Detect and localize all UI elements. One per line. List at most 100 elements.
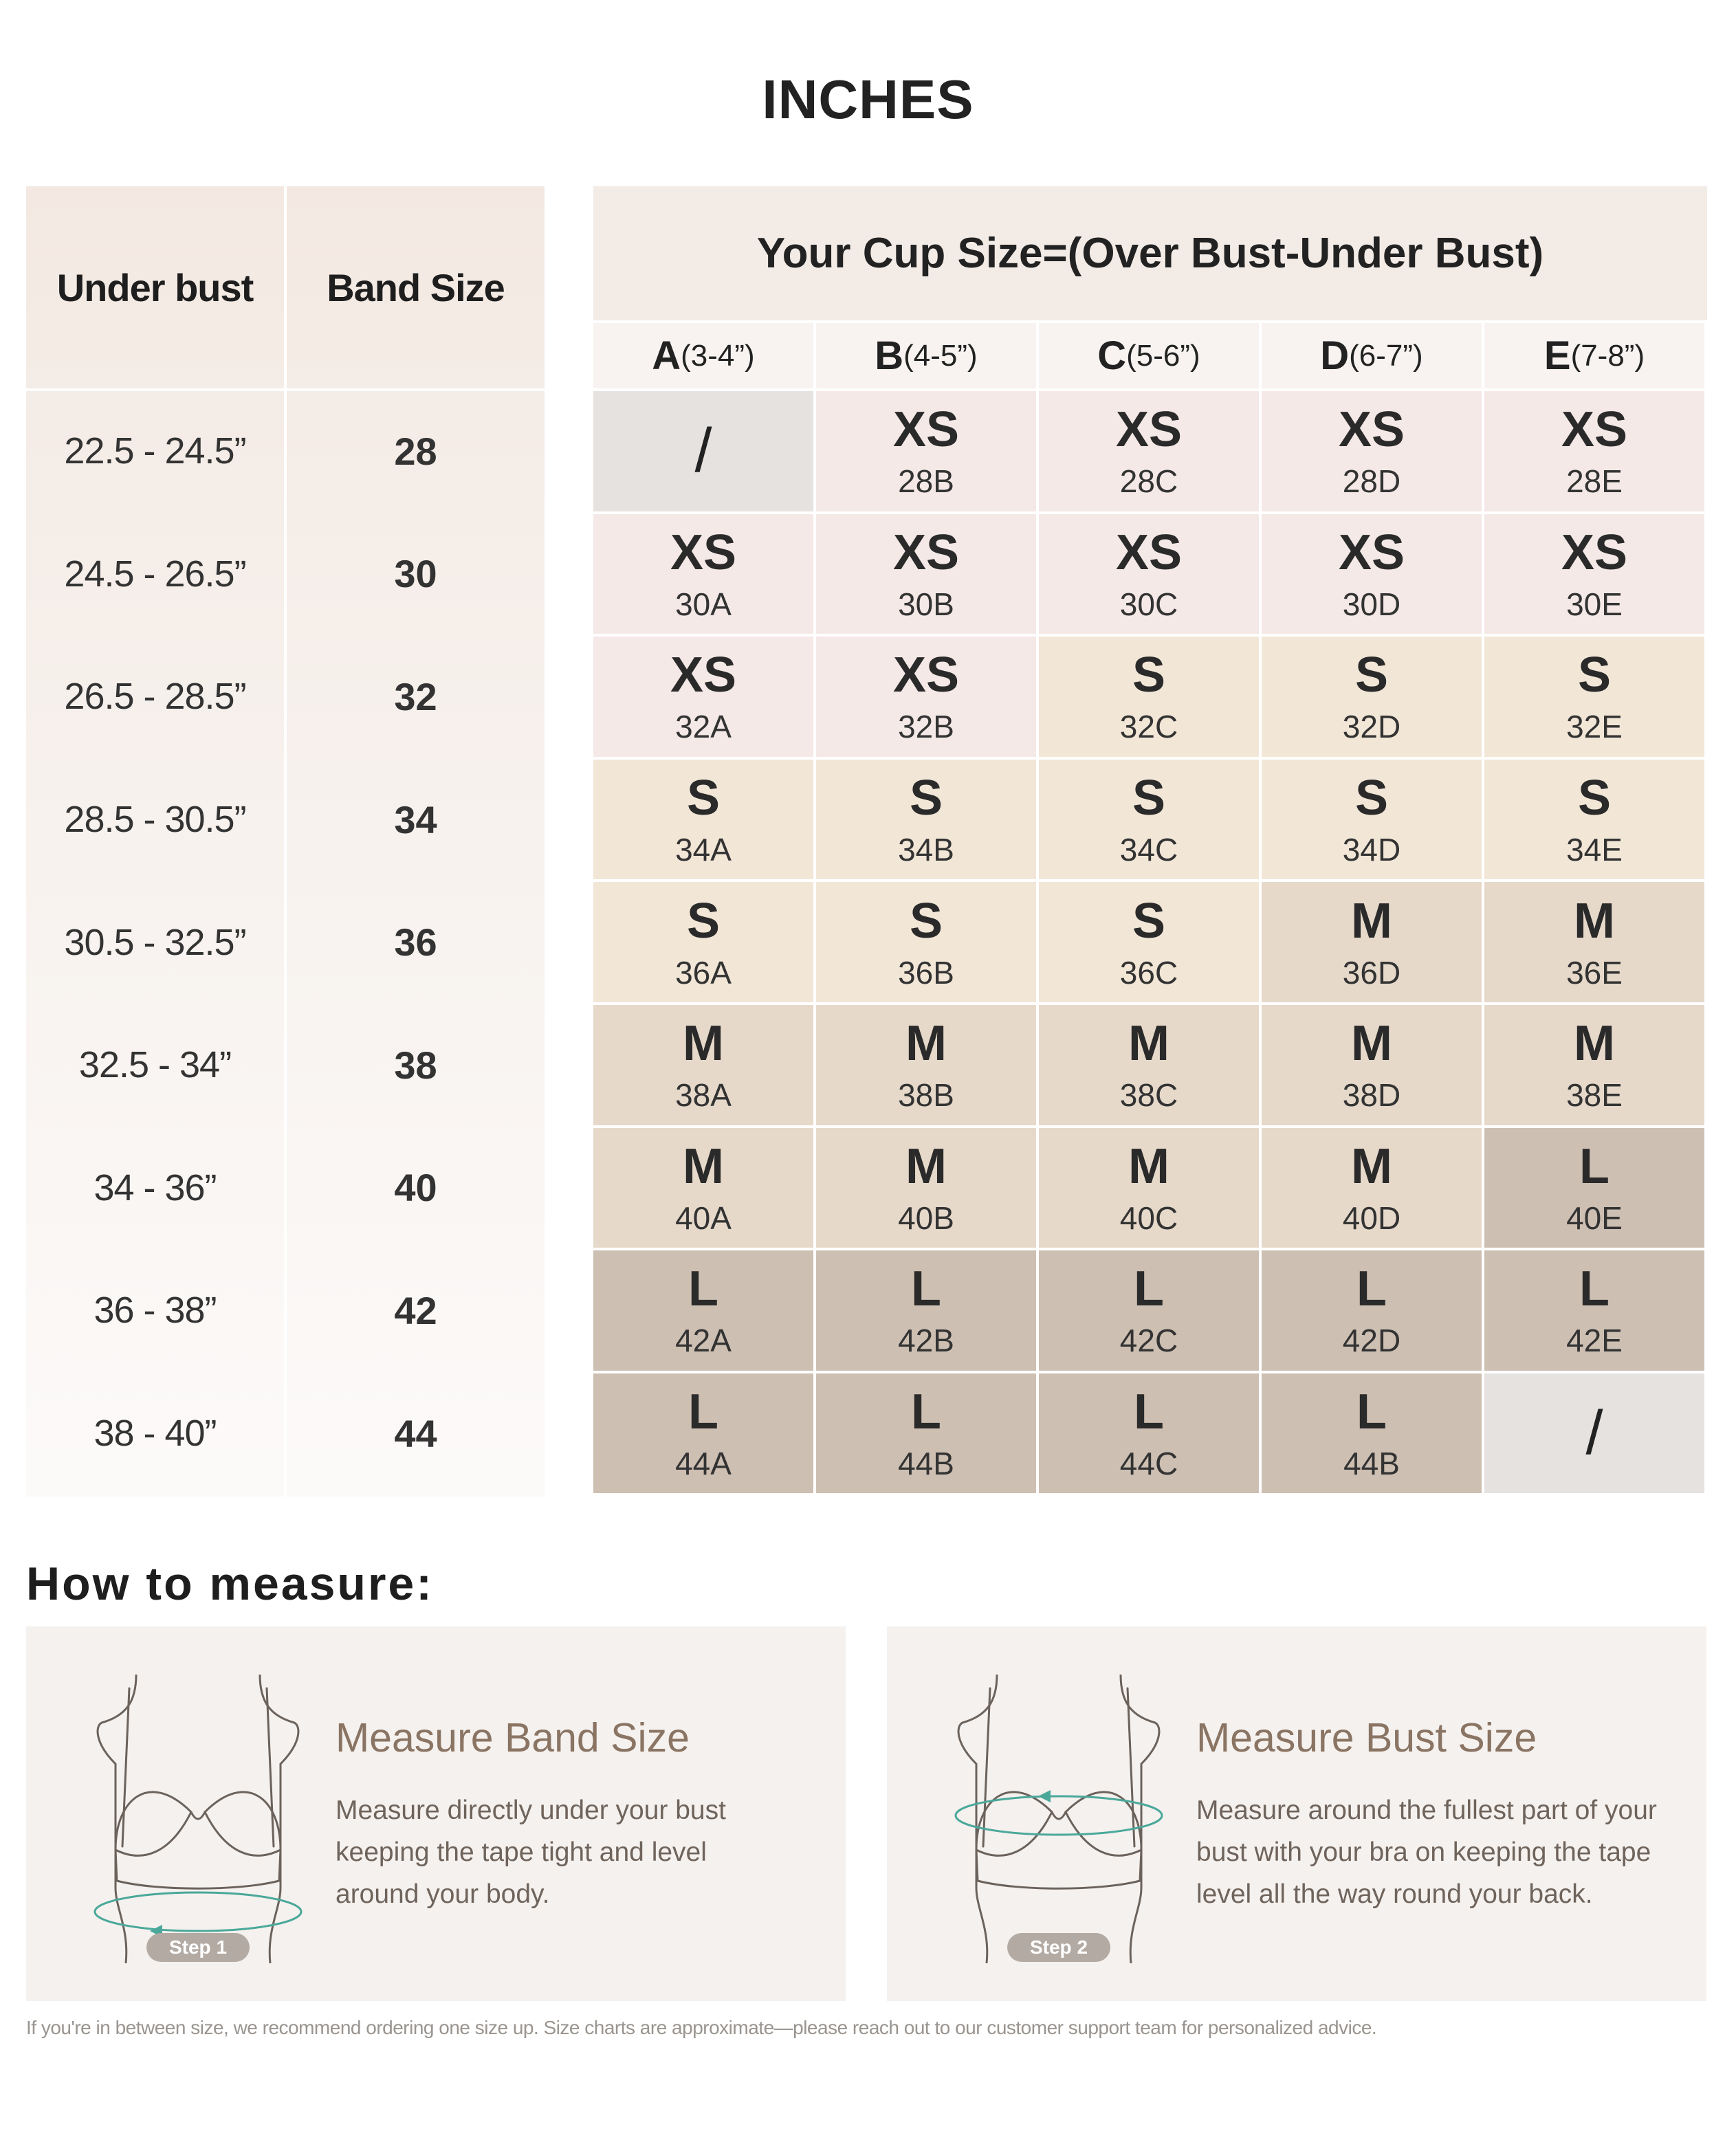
size-code: 38C: [1119, 1077, 1178, 1114]
size-letter: S: [1354, 771, 1389, 826]
cup-header: D (6-7”): [1262, 323, 1482, 388]
column-separator: [284, 186, 287, 1497]
size-code: 38E: [1566, 1077, 1623, 1114]
cup-header: E (7-8”): [1484, 323, 1704, 388]
size-code: 34A: [675, 832, 732, 868]
column-header: Band Size: [327, 265, 505, 309]
size-code: 44A: [675, 1446, 732, 1482]
size-cell: M 36E: [1484, 882, 1704, 1002]
under-bust: 26.5 - 28.5”: [64, 676, 246, 718]
size-letter: S: [1132, 771, 1166, 826]
band-size: 28: [394, 429, 437, 473]
size-cell: S 34B: [816, 759, 1036, 880]
under-bust: 24.5 - 26.5”: [64, 553, 246, 595]
step-text: bust with your bra on keeping the tape: [1196, 1837, 1651, 1867]
footnote: If you're in between size, we recommend …: [26, 2017, 1377, 2038]
size-unavailable: /: [1585, 1399, 1603, 1468]
size-code: 36A: [675, 954, 732, 991]
size-cell: L 44B: [1262, 1373, 1482, 1494]
size-cell: S 34E: [1484, 759, 1704, 880]
size-code: 36C: [1119, 954, 1178, 991]
step-text: Measure around the fullest part of your: [1196, 1796, 1657, 1825]
size-letter: M: [1351, 1016, 1392, 1072]
size-letter: M: [905, 1016, 947, 1072]
size-cell: XS 30E: [1484, 514, 1704, 634]
size-letter: L: [1579, 1138, 1609, 1194]
size-cell: S 32C: [1039, 637, 1259, 757]
size-letter: S: [909, 771, 943, 826]
size-cell: S 36B: [816, 882, 1036, 1002]
size-code: 36D: [1342, 954, 1401, 991]
size-cell: M 40B: [816, 1127, 1036, 1248]
size-code: 42B: [898, 1323, 954, 1359]
size-letter: L: [1356, 1261, 1387, 1317]
size-cell: S 34D: [1262, 759, 1482, 880]
size-code: 30E: [1566, 586, 1623, 622]
size-code: 44C: [1119, 1446, 1178, 1482]
cup-range: (7-8”): [1570, 338, 1645, 373]
band-size: 44: [394, 1411, 437, 1455]
under-bust: 38 - 40”: [94, 1413, 217, 1455]
size-letter: M: [1574, 893, 1615, 949]
step-badge: Step 2: [1007, 1933, 1110, 1962]
size-code: 30B: [898, 586, 954, 622]
measure-card: Step 1 Measure Band Size Measure directly …: [26, 1626, 846, 2001]
band-size: 38: [394, 1043, 437, 1087]
size-letter: S: [1577, 648, 1612, 703]
under-bust: 34 - 36”: [94, 1167, 217, 1208]
size-letter: S: [1132, 893, 1166, 949]
size-letter: XS: [1115, 525, 1183, 580]
size-code: 44B: [898, 1446, 954, 1482]
size-code: 40A: [675, 1200, 732, 1236]
size-cell: M 38E: [1484, 1005, 1704, 1125]
step-title: Measure Bust Size: [1196, 1715, 1537, 1760]
under-bust: 36 - 38”: [94, 1290, 217, 1332]
size-code: 32B: [898, 709, 954, 745]
size-code: 28E: [1566, 463, 1623, 500]
cup-letter: E: [1543, 333, 1571, 378]
size-code: 28D: [1342, 463, 1401, 500]
size-code: 42C: [1119, 1323, 1178, 1359]
measure-card: Step 2 Measure Bust Size Measure around th…: [887, 1626, 1706, 2001]
size-code: 30C: [1119, 586, 1178, 622]
size-letter: L: [911, 1384, 941, 1440]
cup-letter: D: [1320, 333, 1350, 378]
size-letter: M: [1128, 1016, 1169, 1072]
size-code: 28C: [1119, 463, 1178, 500]
page-title: INCHES: [762, 69, 974, 130]
size-code: 42E: [1566, 1323, 1623, 1359]
size-code: 38D: [1342, 1077, 1401, 1114]
size-code: 42D: [1342, 1323, 1401, 1359]
step-text: level all the way round your back.: [1196, 1879, 1593, 1909]
cup-title: Your Cup Size=(Over Bust-Under Bust): [593, 186, 1707, 320]
under-bust: 22.5 - 24.5”: [64, 430, 246, 472]
size-letter: M: [1351, 893, 1392, 949]
cup-letter: C: [1097, 333, 1127, 378]
size-cell: M 36D: [1262, 882, 1482, 1002]
size-letter: S: [1354, 648, 1389, 703]
size-cell: M 38B: [816, 1005, 1036, 1125]
size-cell: XS 30A: [593, 514, 813, 634]
size-cell: XS 28E: [1484, 391, 1704, 511]
size-cell: XS 30D: [1262, 514, 1482, 634]
size-code: 38A: [675, 1077, 732, 1114]
illustration: [94, 1675, 303, 1963]
size-cell: L 40E: [1484, 1127, 1704, 1248]
size-code: 32C: [1119, 709, 1178, 745]
size-cell: L 42A: [593, 1250, 813, 1371]
size-letter: XS: [892, 648, 960, 703]
size-letter: XS: [1561, 402, 1628, 458]
under-bust: 32.5 - 34”: [78, 1044, 232, 1086]
cup-header: B (4-5”): [816, 323, 1036, 388]
size-unavailable: /: [694, 417, 712, 486]
section-title: How to measure:: [26, 1558, 434, 1610]
size-cell: S 34A: [593, 759, 813, 880]
cup-range: (4-5”): [903, 338, 978, 373]
size-cell: XS 30B: [816, 514, 1036, 634]
size-cell: /: [593, 391, 813, 511]
size-code: 40C: [1119, 1200, 1178, 1236]
size-code: 34C: [1119, 832, 1178, 868]
size-cell: S 36A: [593, 882, 813, 1002]
size-letter: XS: [670, 648, 737, 703]
size-cell: M 38C: [1039, 1005, 1259, 1125]
